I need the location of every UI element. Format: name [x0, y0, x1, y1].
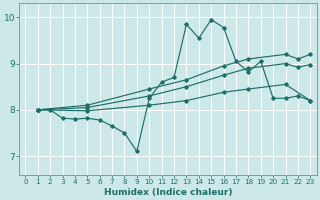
- X-axis label: Humidex (Indice chaleur): Humidex (Indice chaleur): [104, 188, 232, 197]
